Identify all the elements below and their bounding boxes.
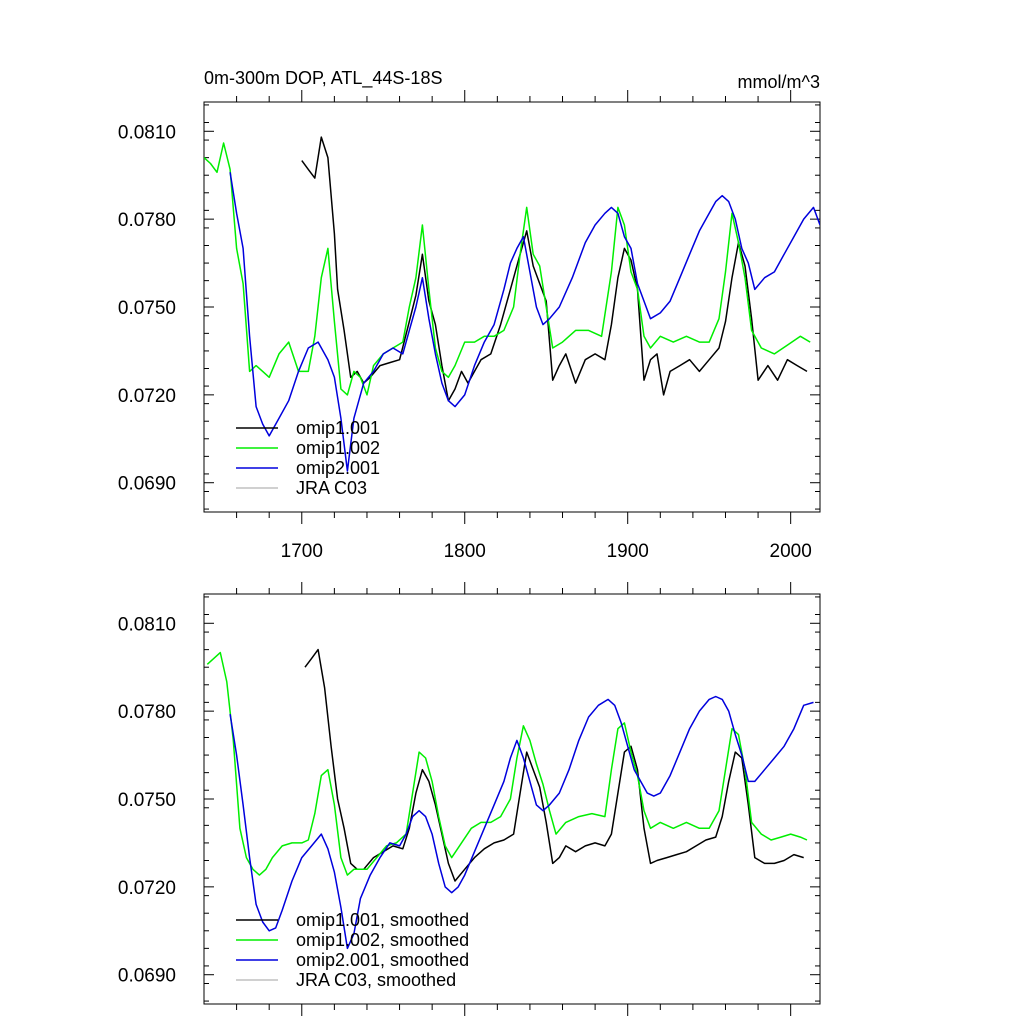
legend-label: omip1.001 — [296, 418, 380, 438]
legend-label: omip1.001, smoothed — [296, 910, 469, 930]
x-tick-label: 1700 — [281, 541, 323, 562]
chart-units: mmol/m^3 — [738, 72, 820, 92]
y-tick-label: 0.0780 — [118, 210, 176, 231]
legend-label: omip2.001 — [296, 458, 380, 478]
series-line-omip1-002 — [204, 142, 811, 396]
y-tick-label: 0.0690 — [118, 966, 176, 987]
y-tick-label: 0.0720 — [118, 386, 176, 407]
legend-label: omip1.002 — [296, 438, 380, 458]
y-tick-label: 0.0720 — [118, 878, 176, 899]
chart-panel-1: 0.0810 0.0780 0.0750 0.0720 0.0690 1700 1800 19… — [118, 68, 821, 562]
y-tick-label: 0.0690 — [118, 474, 176, 495]
series-line-omip1-002-smoothed — [206, 651, 808, 876]
series-group — [204, 136, 820, 472]
x-tick-label: 1800 — [444, 541, 486, 562]
x-tick-label: 2000 — [770, 541, 812, 562]
x-tick-label: 1900 — [607, 541, 649, 562]
legend-label: omip2.001, smoothed — [296, 950, 469, 970]
legend-label: JRA C03 — [296, 478, 367, 498]
series-line-omip1-001-smoothed — [304, 648, 804, 882]
legend-label: omip1.002, smoothed — [296, 930, 469, 950]
y-tick-label: 0.0810 — [118, 122, 176, 143]
chart-panel-2: 0.0810 0.0780 0.0750 0.0720 0.0690 omip1.001,… — [118, 582, 821, 1016]
series-group — [206, 648, 814, 950]
y-tick-label: 0.0750 — [118, 298, 176, 319]
series-line-omip2-001-smoothed — [229, 695, 814, 950]
y-tick-label: 0.0810 — [118, 614, 176, 635]
chart-title: 0m-300m DOP, ATL_44S-18S — [204, 68, 442, 89]
legend-label: JRA C03, smoothed — [296, 970, 456, 990]
y-tick-label: 0.0780 — [118, 702, 176, 723]
chart-panels: 0.0810 0.0780 0.0750 0.0720 0.0690 1700 1800 19… — [118, 68, 821, 1016]
series-line-omip2-001 — [229, 172, 820, 472]
y-tick-label: 0.0750 — [118, 790, 176, 811]
